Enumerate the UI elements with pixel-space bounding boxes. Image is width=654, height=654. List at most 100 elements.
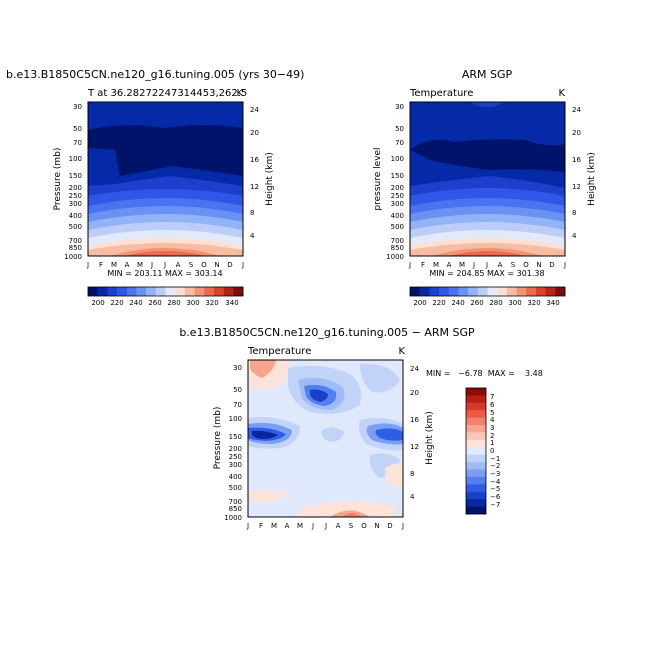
colorbar-swatch [466, 402, 486, 411]
colorbar-label: −1 [490, 455, 500, 463]
height-tick: 4 [410, 493, 415, 501]
colorbar-swatch [526, 287, 537, 296]
colorbar-swatch [466, 417, 486, 426]
pressure-tick: 850 [69, 244, 82, 252]
month-tick: J [246, 522, 249, 530]
pressure-tick: 850 [391, 244, 404, 252]
pressure-tick: 300 [391, 200, 404, 208]
colorbar-label: 220 [110, 299, 123, 307]
colorbar-label: −4 [490, 478, 501, 486]
month-tick: J [472, 261, 475, 269]
colorbar-swatch [410, 287, 420, 296]
pressure-tick: 150 [69, 172, 82, 180]
month-tick: N [536, 261, 541, 269]
height-tick: 16 [572, 156, 581, 164]
colorbar-label: −2 [490, 462, 500, 470]
panel-model-ylabel: Pressure (mb) [53, 148, 63, 211]
pressure-tick: 500 [391, 223, 404, 231]
panel-obs-min-max: MIN = 204.85 MAX = 301.38 [429, 269, 544, 278]
panel-model-contours [88, 102, 243, 256]
month-tick: J [163, 261, 166, 269]
height-tick: 12 [250, 183, 259, 191]
colorbar-swatch [466, 499, 486, 507]
colorbar-label: 300 [508, 299, 521, 307]
month-tick: S [349, 522, 354, 530]
pressure-tick: 200 [229, 445, 242, 453]
pressure-tick: 200 [69, 184, 82, 192]
colorbar-label: 3 [490, 424, 494, 432]
height-tick: 4 [250, 232, 255, 240]
pressure-tick: 700 [229, 498, 242, 506]
colorbar-label: 320 [205, 299, 218, 307]
month-tick: A [285, 522, 290, 530]
month-tick: D [549, 261, 554, 269]
colorbar-swatch [466, 447, 486, 455]
pressure-tick: 300 [69, 200, 82, 208]
colorbar-swatch [223, 287, 234, 296]
colorbar-label: 340 [225, 299, 238, 307]
panel-diff-y-ticks: 30 50 70 100 150 200 250 300 400 500 700… [224, 364, 242, 522]
panel-model-unit: K [236, 88, 243, 99]
month-tick: J [311, 522, 314, 530]
month-tick: M [297, 522, 303, 530]
month-tick: O [523, 261, 529, 269]
month-tick: A [498, 261, 503, 269]
colorbar-swatch [126, 287, 137, 296]
month-tick: M [137, 261, 143, 269]
month-tick: S [189, 261, 194, 269]
colorbar-swatch [458, 287, 469, 296]
month-tick: M [271, 522, 277, 530]
colorbar-swatch [466, 425, 486, 433]
pressure-tick: 30 [73, 103, 82, 111]
colorbar-swatch [468, 287, 479, 296]
height-tick: 12 [572, 183, 581, 191]
colorbar-swatch [155, 287, 166, 296]
colorbar-label: 240 [129, 299, 142, 307]
month-tick: J [86, 261, 89, 269]
panel-diff-min-max: MIN = −6.78 MAX = 3.48 [426, 369, 543, 378]
month-tick: F [99, 261, 103, 269]
pressure-tick: 500 [69, 223, 82, 231]
pressure-tick: 250 [391, 192, 404, 200]
pressure-tick: 100 [391, 155, 404, 163]
pressure-tick: 700 [391, 237, 404, 245]
colorbar-swatch [136, 287, 147, 296]
pressure-tick: 400 [69, 212, 82, 220]
colorbar-swatch [466, 462, 486, 470]
panel-diff-ylabel-right: Height (km) [425, 411, 435, 465]
height-tick: 24 [572, 106, 581, 114]
colorbar-swatch [204, 287, 215, 296]
panel-diff-colorbar: 7 6 5 4 3 2 1 0 −1 −2 −3 −4 −5 −6 −7 [465, 387, 501, 515]
month-tick: F [259, 522, 263, 530]
colorbar-swatch [184, 287, 195, 296]
panel-obs-unit: K [558, 88, 565, 99]
colorbar-label: −7 [490, 501, 500, 509]
height-tick: 8 [572, 209, 576, 217]
month-tick: J [485, 261, 488, 269]
height-tick: 16 [410, 416, 419, 424]
colorbar-label: 0 [490, 447, 494, 455]
panel-obs-ylabel-right: Height (km) [587, 152, 597, 206]
pressure-tick: 100 [69, 155, 82, 163]
panel-diff-contours [248, 360, 403, 517]
colorbar-label: 300 [186, 299, 199, 307]
pressure-tick: 250 [69, 192, 82, 200]
month-tick: J [563, 261, 566, 269]
panel-obs-height-ticks: 4 8 12 16 20 24 [572, 106, 581, 240]
colorbar-swatch [477, 287, 488, 296]
month-tick: F [421, 261, 425, 269]
panel-model-height-ticks: 4 8 12 16 20 24 [250, 106, 259, 240]
colorbar-swatch [535, 287, 546, 296]
colorbar-label: 6 [490, 401, 495, 409]
pressure-tick: 400 [391, 212, 404, 220]
pressure-tick: 70 [233, 401, 242, 409]
month-tick: N [374, 522, 379, 530]
colorbar-label: 320 [527, 299, 540, 307]
panel-diff-unit: K [398, 346, 405, 357]
month-tick: A [125, 261, 130, 269]
colorbar-swatch [429, 287, 440, 296]
pressure-tick: 150 [391, 172, 404, 180]
colorbar-swatch [466, 476, 486, 485]
colorbar-swatch [466, 491, 486, 500]
